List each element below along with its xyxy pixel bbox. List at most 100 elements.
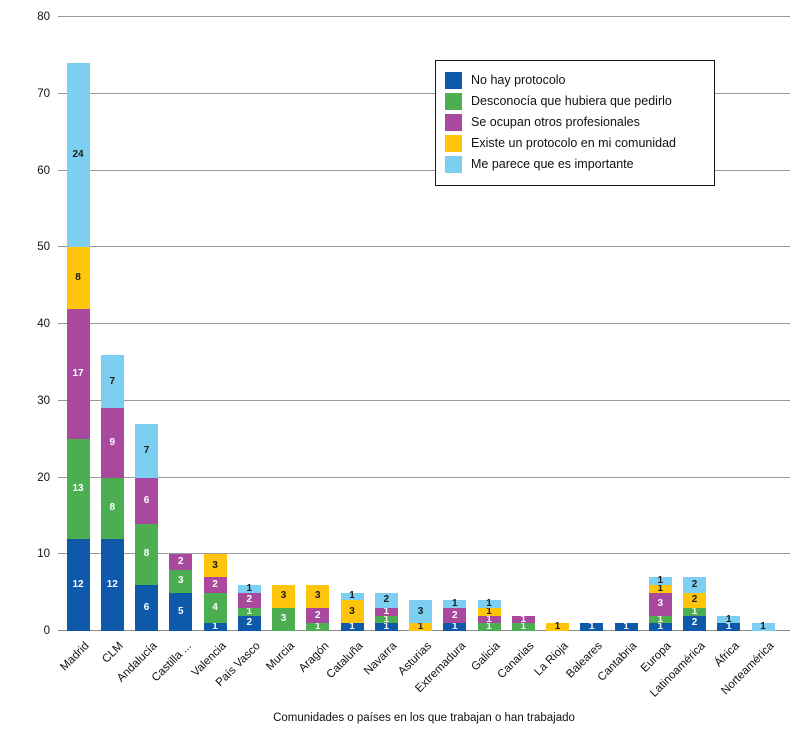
bar-value-label: 7 bbox=[143, 444, 150, 456]
bar-value-label: 2 bbox=[177, 555, 184, 567]
legend-label: Desconocía que hubiera que pedirlo bbox=[471, 94, 672, 108]
bar-value-label: 1 bbox=[383, 613, 390, 625]
bar-value-label: 7 bbox=[109, 375, 116, 387]
legend-color-swatch bbox=[445, 72, 462, 89]
legend-label: No hay protocolo bbox=[471, 73, 566, 87]
bar-segment: 3 bbox=[169, 569, 193, 593]
bar-value-label: 1 bbox=[314, 621, 321, 633]
bar-segment: 1 bbox=[477, 613, 501, 625]
bar-segment: 3 bbox=[306, 584, 330, 608]
gridline bbox=[58, 399, 790, 401]
bar-value-label: 1 bbox=[657, 575, 664, 587]
bar-value-label: 1 bbox=[212, 621, 218, 633]
gridline bbox=[58, 323, 790, 324]
bar-segment: 6 bbox=[135, 584, 158, 631]
bar-value-label: 2 bbox=[314, 609, 321, 621]
bar-segment: 1 bbox=[546, 622, 569, 632]
bar-segment: 1 bbox=[648, 622, 672, 632]
bar-value-label: 2 bbox=[691, 594, 698, 606]
bar-segment: 7 bbox=[135, 423, 158, 478]
bar-segment: 1 bbox=[511, 613, 535, 625]
bar-segment: 1 bbox=[717, 622, 741, 632]
bar-segment: 2 bbox=[237, 592, 261, 608]
bar-segment: 1 bbox=[443, 622, 467, 632]
gridline bbox=[58, 553, 790, 555]
bar-value-label: 8 bbox=[75, 271, 81, 283]
bar-value-label: 1 bbox=[691, 605, 698, 617]
bar-value-label: 6 bbox=[143, 601, 150, 613]
bar-segment: 17 bbox=[66, 308, 90, 440]
bar-segment: 2 bbox=[683, 592, 706, 608]
bar-value-label: 8 bbox=[143, 548, 150, 560]
bar-value-label: 1 bbox=[246, 582, 253, 594]
bar-segment: 1 bbox=[237, 582, 261, 594]
bar-segment: 2 bbox=[683, 615, 706, 631]
bar-segment: 13 bbox=[66, 439, 90, 539]
bar-value-label: 12 bbox=[72, 578, 84, 590]
y-axis-tick-label: 70 bbox=[37, 87, 50, 100]
bar-segment: 1 bbox=[203, 621, 227, 633]
bar-value-label: 2 bbox=[246, 617, 253, 629]
bar-segment: 2 bbox=[374, 592, 398, 608]
bar-segment: 1 bbox=[648, 582, 672, 594]
bar-value-label: 1 bbox=[760, 621, 766, 633]
bar-value-label: 1 bbox=[246, 605, 253, 617]
bar-segment: 4 bbox=[203, 592, 227, 624]
legend-item: No hay protocolo bbox=[445, 72, 705, 89]
bar-value-label: 1 bbox=[417, 621, 424, 633]
bar-value-label: 1 bbox=[520, 613, 527, 625]
bar-value-label: 1 bbox=[588, 621, 595, 633]
x-axis-category-label: Galicia bbox=[469, 640, 503, 674]
bar-value-label: 1 bbox=[520, 621, 527, 633]
bar-value-label: 2 bbox=[691, 617, 698, 629]
bar-segment: 6 bbox=[135, 477, 158, 524]
bar-value-label: 1 bbox=[486, 605, 492, 617]
bar-value-label: 4 bbox=[212, 601, 218, 613]
bar-segment: 1 bbox=[580, 621, 604, 633]
legend-label: Se ocupan otros profesionales bbox=[471, 115, 640, 129]
bar-segment: 1 bbox=[409, 621, 432, 633]
bar-segment: 1 bbox=[374, 622, 398, 632]
bar-segment: 2 bbox=[306, 607, 330, 624]
gridline bbox=[58, 246, 790, 248]
bar-value-label: 2 bbox=[691, 578, 698, 590]
bar-segment: 2 bbox=[203, 577, 227, 593]
y-axis-tick-label: 60 bbox=[37, 164, 50, 177]
bar-segment: 1 bbox=[340, 591, 364, 601]
bar-segment: 1 bbox=[237, 605, 261, 617]
bar-segment: 3 bbox=[272, 584, 295, 608]
bar-segment: 12 bbox=[66, 538, 90, 631]
bar-value-label: 24 bbox=[72, 149, 84, 161]
bar-value-label: 1 bbox=[486, 613, 492, 625]
x-axis-category-label: CLM bbox=[100, 640, 126, 666]
bar-segment: 5 bbox=[169, 592, 193, 631]
bar-value-label: 2 bbox=[212, 578, 218, 590]
bar-segment: 24 bbox=[66, 63, 90, 248]
legend-label: Me parece que es importante bbox=[471, 157, 634, 171]
y-axis-tick-label: 80 bbox=[37, 11, 50, 23]
bar-segment: 1 bbox=[477, 599, 501, 609]
bar-value-label: 9 bbox=[109, 436, 116, 448]
bar-value-label: 3 bbox=[280, 613, 287, 625]
y-axis-tick-label: 0 bbox=[43, 625, 50, 637]
bar-value-label: 2 bbox=[451, 609, 458, 621]
y-axis-tick-label: 40 bbox=[37, 318, 50, 330]
y-axis-tick-label: 50 bbox=[37, 241, 50, 254]
legend-color-swatch bbox=[445, 156, 462, 173]
bar-value-label: 3 bbox=[280, 590, 287, 602]
bar-value-label: 1 bbox=[349, 621, 355, 633]
y-axis-tick-label: 10 bbox=[37, 548, 50, 561]
legend-item: Desconocía que hubiera que pedirlo bbox=[445, 93, 705, 110]
bar-value-label: 12 bbox=[106, 578, 118, 590]
bar-segment: 1 bbox=[374, 606, 398, 616]
bar-segment: 1 bbox=[340, 621, 364, 633]
legend-item: Existe un protocolo en mi comunidad bbox=[445, 135, 705, 152]
bar-segment: 1 bbox=[477, 622, 501, 632]
legend-label: Existe un protocolo en mi comunidad bbox=[471, 136, 676, 150]
bar-segment: 2 bbox=[683, 577, 706, 593]
bar-segment: 1 bbox=[683, 605, 706, 617]
y-axis-tick-label: 20 bbox=[37, 471, 50, 484]
bar-value-label: 1 bbox=[657, 582, 664, 594]
x-axis-category-label: Canarias bbox=[495, 640, 537, 682]
